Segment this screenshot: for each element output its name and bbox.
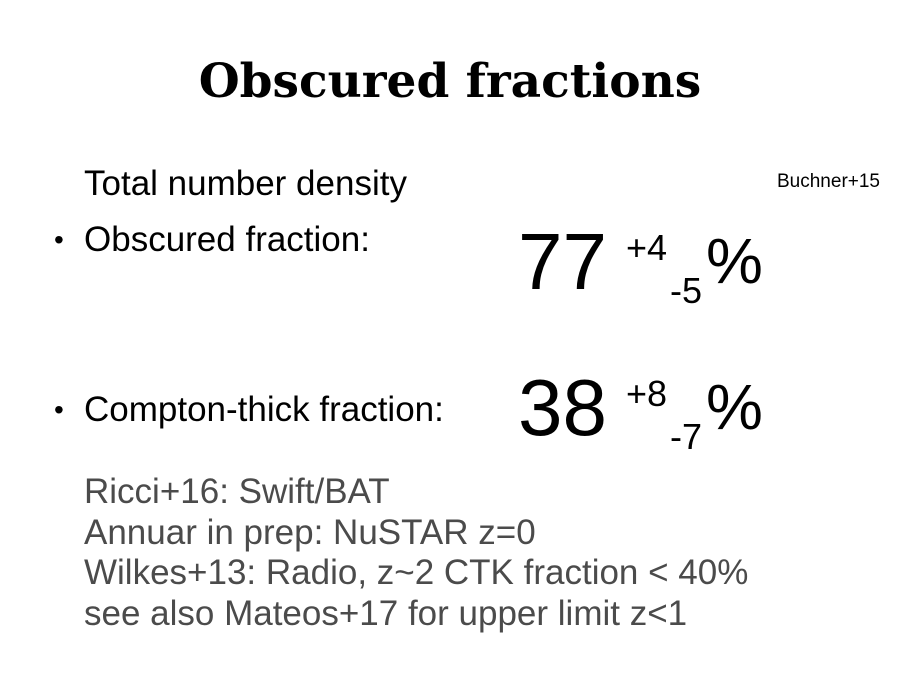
- slide-title: Obscured fractions: [198, 54, 702, 109]
- bullet-icon: •: [54, 394, 64, 425]
- reference-line: Ricci+16: Swift/BAT: [84, 472, 390, 511]
- compton-thick-fraction-value: 38 +8 -7 %: [518, 363, 818, 463]
- obscured-fraction-error-minus: -5: [670, 270, 703, 311]
- compton-thick-fraction-error-minus: -7: [670, 416, 703, 457]
- obscured-fraction-error-plus: +4: [626, 227, 668, 268]
- reference-line: see also Mateos+17 for upper limit z<1: [84, 593, 688, 633]
- obscured-fraction-number: 77: [518, 217, 607, 306]
- compton-thick-fraction-number: 38: [518, 363, 607, 452]
- obscured-fraction-unit: %: [706, 225, 763, 297]
- reference-line: Annuar in prep: NuSTAR z=0: [84, 512, 536, 552]
- references-block: Ricci+16: Swift/BAT Annuar in prep: NuST…: [84, 472, 874, 634]
- obscured-fraction-value: 77 +4 -5 %: [518, 217, 818, 317]
- compton-thick-fraction-error-plus: +8: [626, 373, 668, 414]
- reference-line: Wilkes+13: Radio, z~2 CTK fraction < 40%: [84, 553, 749, 592]
- total-number-density-label: Total number density: [84, 164, 407, 203]
- compton-thick-fraction-unit: %: [706, 371, 763, 443]
- obscured-fraction-label: Obscured fraction:: [84, 220, 370, 259]
- bullet-icon: •: [54, 224, 64, 255]
- compton-thick-fraction-label: Compton-thick fraction:: [84, 390, 444, 429]
- citation-label: Buchner+15: [777, 171, 880, 192]
